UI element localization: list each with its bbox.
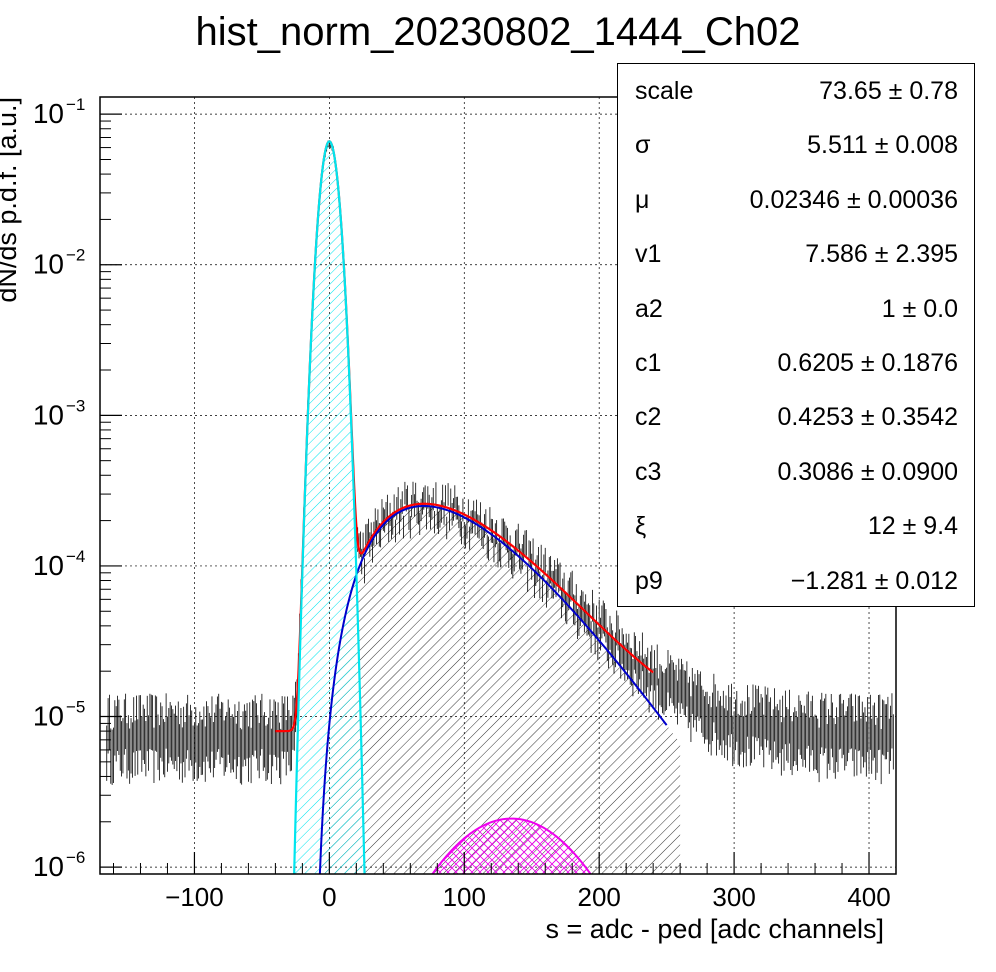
stat-row: c2 0.4253 ± 0.3542: [618, 390, 974, 444]
stat-row: c3 0.3086 ± 0.0900: [618, 445, 974, 499]
stat-name: p9: [635, 566, 663, 595]
pedestal-hatch: [294, 141, 365, 874]
stat-name: scale: [635, 77, 694, 105]
one-pe-hatch: [319, 506, 681, 874]
stat-row: μ 0.02346 ± 0.00036: [618, 173, 974, 227]
y-tick-label: 10: [33, 98, 64, 129]
stat-value: 1 ± 0.0: [881, 294, 958, 323]
stat-row: p9 −1.281 ± 0.012: [618, 554, 974, 608]
stat-value: 12 ± 9.4: [867, 512, 958, 541]
stat-value: 0.6205 ± 0.1876: [777, 349, 958, 377]
y-tick-exponent: −4: [66, 547, 85, 566]
stat-name: ξ: [635, 512, 647, 541]
fit-statistics-box: scale 73.65 ± 0.78 σ 5.511 ± 0.008 μ 0.02346 …: [617, 63, 975, 607]
x-tick-label: 200: [577, 882, 620, 912]
stat-row: scale 73.65 ± 0.78: [618, 64, 974, 118]
stat-row: ξ 12 ± 9.4: [618, 499, 974, 553]
stat-value: 7.586 ± 2.395: [805, 240, 958, 269]
y-tick-label: 10: [33, 550, 64, 581]
y-tick-label: 10: [33, 399, 64, 430]
stat-value: 0.3086 ± 0.0900: [777, 457, 958, 486]
stat-name: c3: [635, 457, 662, 486]
y-tick-exponent: −1: [66, 95, 85, 114]
stat-row: a2 1 ± 0.0: [618, 282, 974, 336]
stat-value: 5.511 ± 0.008: [807, 131, 958, 160]
x-tick-label: −100: [165, 882, 224, 912]
y-axis-label: dN/ds p.d.f. [a.u.]: [0, 97, 22, 303]
stat-name: σ: [635, 131, 651, 160]
x-tick-label: 0: [322, 882, 336, 912]
stat-row: v1 7.586 ± 2.395: [618, 227, 974, 281]
stat-name: μ: [635, 185, 650, 214]
y-tick-label: 10: [33, 851, 64, 882]
stat-name: v1: [635, 240, 662, 269]
pedestal-curve: [293, 140, 366, 874]
y-tick-exponent: −3: [66, 396, 85, 415]
stat-name: c2: [635, 403, 662, 432]
x-tick-label: 300: [712, 882, 755, 912]
x-tick-label: 400: [847, 882, 890, 912]
chart-title: hist_norm_20230802_1444_Ch02: [195, 10, 801, 54]
x-tick-label: 100: [443, 882, 486, 912]
stat-value: 0.4253 ± 0.3542: [777, 403, 958, 432]
stat-value: −1.281 ± 0.012: [790, 566, 958, 595]
y-tick-label: 10: [33, 701, 64, 732]
y-tick-label: 10: [33, 249, 64, 280]
y-tick-exponent: −2: [66, 246, 85, 265]
stat-value: 73.65 ± 0.78: [819, 77, 958, 105]
y-tick-exponent: −6: [66, 848, 85, 867]
stat-row: σ 5.511 ± 0.008: [618, 118, 974, 172]
stat-value: 0.02346 ± 0.00036: [749, 185, 958, 214]
y-tick-exponent: −5: [66, 698, 85, 717]
stat-name: c1: [635, 349, 662, 377]
stat-name: a2: [635, 294, 663, 323]
one-pe-curve: [318, 504, 668, 874]
stat-row: c1 0.6205 ± 0.1876: [618, 336, 974, 390]
x-axis-label: s = adc - ped [adc channels]: [546, 914, 884, 944]
